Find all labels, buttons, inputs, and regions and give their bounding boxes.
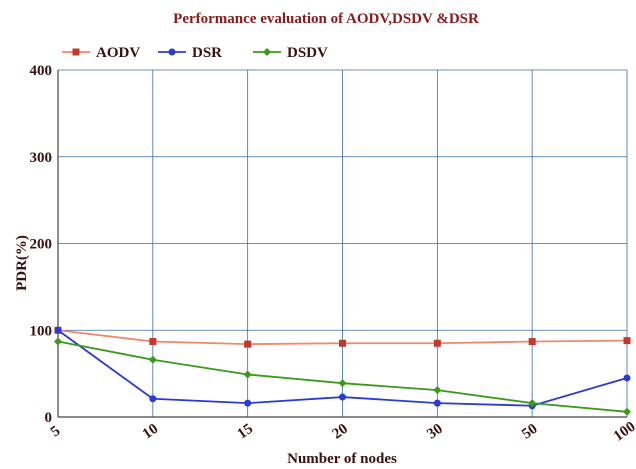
point-dsr-10: [149, 395, 157, 403]
legend-marker-dsdv: [263, 48, 271, 56]
point-aodv-10: [149, 338, 157, 346]
x-tick-label-50: 50: [519, 421, 540, 443]
x-tick-labels: 5 10 15 20 30 50 100: [48, 419, 636, 445]
y-tick-labels: 0 100 200 300 400: [30, 63, 53, 426]
point-aodv-15: [244, 340, 252, 348]
point-dsdv-30: [433, 386, 442, 395]
y-tick-label-0: 0: [45, 410, 53, 426]
y-axis-label: PDR(%): [14, 235, 30, 291]
legend-label-aodv: AODV: [96, 45, 140, 61]
point-aodv-50: [528, 338, 536, 346]
x-tick-label-20: 20: [329, 421, 350, 443]
point-aodv-100: [623, 337, 631, 345]
series-group: [54, 326, 631, 416]
y-tick-label-2: 200: [30, 237, 53, 253]
axes: [57, 70, 627, 418]
y-tick-label-3: 300: [30, 150, 53, 166]
point-dsr-30: [433, 399, 441, 407]
x-tick-label-100: 100: [611, 419, 636, 445]
point-dsr-5: [54, 326, 62, 334]
point-aodv-20: [339, 339, 346, 347]
legend-item-dsdv: DSDV: [253, 45, 328, 61]
point-dsdv-10: [148, 355, 157, 364]
legend-item-aodv: AODV: [62, 45, 140, 61]
y-tick-label-1: 100: [30, 323, 53, 339]
chart-title: Performance evaluation of AODV,DSDV &DSR: [173, 11, 479, 27]
point-dsdv-100: [623, 407, 631, 416]
legend-label-dsdv: DSDV: [287, 45, 328, 61]
point-dsr-20: [339, 393, 346, 401]
point-dsr-15: [244, 399, 252, 407]
point-dsdv-5: [54, 337, 62, 346]
series-dsdv: [54, 337, 631, 416]
point-dsdv-20: [338, 379, 347, 388]
x-tick-label-5: 5: [48, 423, 63, 440]
legend-label-dsr: DSR: [192, 45, 222, 61]
legend-item-dsr: DSR: [158, 45, 222, 61]
x-tick-label-15: 15: [235, 421, 256, 443]
y-tick-label-4: 400: [30, 63, 53, 79]
point-aodv-30: [433, 339, 441, 347]
point-dsdv-50: [528, 399, 537, 408]
point-dsr-100: [623, 374, 631, 382]
grid: [57, 69, 628, 418]
legend-marker-aodv: [72, 48, 80, 56]
legend: AODV DSR DSDV: [62, 45, 328, 61]
legend-marker-dsr: [168, 48, 176, 56]
x-tick-label-30: 30: [424, 421, 445, 443]
point-dsdv-15: [243, 370, 252, 379]
x-tick-label-10: 10: [140, 421, 161, 443]
x-axis-label: Number of nodes: [287, 451, 397, 467]
